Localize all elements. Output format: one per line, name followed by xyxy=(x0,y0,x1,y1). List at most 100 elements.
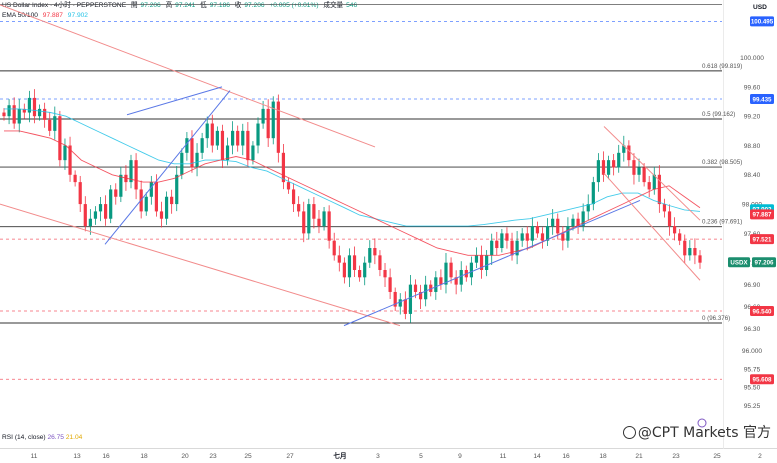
candle-body[interactable] xyxy=(612,160,616,168)
candle-body[interactable] xyxy=(205,123,209,139)
candle-body[interactable] xyxy=(474,255,479,263)
uptrend-line[interactable] xyxy=(343,199,641,327)
rsi-legend[interactable]: RSI (14, close) 26.75 21.04 xyxy=(2,434,82,441)
candle-body[interactable] xyxy=(662,204,667,212)
candle-body[interactable] xyxy=(571,218,575,227)
candle-body[interactable] xyxy=(266,108,270,139)
candle-body[interactable] xyxy=(276,101,280,153)
candle-body[interactable] xyxy=(678,233,682,241)
candle-body[interactable] xyxy=(520,233,524,241)
candle-body[interactable] xyxy=(439,277,443,285)
candle-body[interactable] xyxy=(642,167,646,183)
candle-body[interactable] xyxy=(144,196,148,212)
candle-body[interactable] xyxy=(490,240,494,256)
candle-body[interactable] xyxy=(114,189,118,197)
candle-body[interactable] xyxy=(596,160,600,183)
candle-body[interactable] xyxy=(220,130,225,161)
candle-body[interactable] xyxy=(317,218,321,227)
candle-body[interactable] xyxy=(495,240,499,249)
candle-body[interactable] xyxy=(373,248,377,256)
candle-body[interactable] xyxy=(388,277,392,292)
candle-body[interactable] xyxy=(225,145,230,161)
candle-body[interactable] xyxy=(408,284,413,314)
candle-body[interactable] xyxy=(58,116,62,161)
candle-body[interactable] xyxy=(500,233,504,249)
candle-body[interactable] xyxy=(109,189,113,219)
candle-body[interactable] xyxy=(505,233,509,241)
candle-body[interactable] xyxy=(637,167,641,175)
candle-body[interactable] xyxy=(413,284,418,292)
candle-body[interactable] xyxy=(236,130,240,146)
candle-body[interactable] xyxy=(444,262,448,285)
candle-body[interactable] xyxy=(429,284,433,292)
candle-body[interactable] xyxy=(622,145,626,153)
candle-body[interactable] xyxy=(32,97,37,117)
candle-body[interactable] xyxy=(98,204,103,212)
candle-body[interactable] xyxy=(515,240,519,256)
candle-body[interactable] xyxy=(591,182,595,205)
ema100-line[interactable] xyxy=(4,108,701,227)
candle-body[interactable] xyxy=(632,160,636,175)
candle-body[interactable] xyxy=(586,204,590,212)
candle-body[interactable] xyxy=(449,262,453,278)
candle-body[interactable] xyxy=(17,108,21,124)
candle-body[interactable] xyxy=(693,248,697,256)
candle-body[interactable] xyxy=(43,108,47,120)
candle-body[interactable] xyxy=(469,262,473,278)
candle-body[interactable] xyxy=(454,277,458,285)
candle-body[interactable] xyxy=(672,226,677,234)
candle-body[interactable] xyxy=(7,105,11,117)
candle-body[interactable] xyxy=(129,160,133,183)
candle-body[interactable] xyxy=(2,112,6,117)
candle-body[interactable] xyxy=(688,248,692,256)
candle-body[interactable] xyxy=(418,291,423,300)
candle-body[interactable] xyxy=(159,211,164,219)
trend-channel-upper[interactable] xyxy=(0,4,376,148)
candle-body[interactable] xyxy=(647,182,651,190)
candle-body[interactable] xyxy=(393,291,397,307)
candle-body[interactable] xyxy=(312,204,316,219)
candle-body[interactable] xyxy=(378,255,382,270)
candle-body[interactable] xyxy=(175,174,179,205)
candle-body[interactable] xyxy=(327,211,331,241)
candle-body[interactable] xyxy=(358,269,362,278)
rising-channel-lower[interactable] xyxy=(104,90,231,245)
candle-body[interactable] xyxy=(215,130,219,146)
candle-body[interactable] xyxy=(73,174,77,183)
candle-body[interactable] xyxy=(63,145,67,161)
candle-body[interactable] xyxy=(606,160,611,175)
candle-body[interactable] xyxy=(200,138,204,153)
candle-body[interactable] xyxy=(398,299,402,307)
candle-body[interactable] xyxy=(302,211,306,234)
candle-body[interactable] xyxy=(530,226,534,241)
candle-body[interactable] xyxy=(322,211,326,227)
candle-body[interactable] xyxy=(190,138,194,168)
candle-body[interactable] xyxy=(347,255,352,278)
candle-body[interactable] xyxy=(256,123,260,146)
candle-body[interactable] xyxy=(383,269,387,278)
candle-body[interactable] xyxy=(134,160,138,190)
candle-body[interactable] xyxy=(271,101,275,139)
candle-body[interactable] xyxy=(12,105,16,124)
candle-body[interactable] xyxy=(342,262,346,278)
candle-body[interactable] xyxy=(286,182,291,190)
candle-body[interactable] xyxy=(281,152,286,183)
ema50-line[interactable] xyxy=(4,130,701,256)
candle-body[interactable] xyxy=(617,152,621,168)
candle-body[interactable] xyxy=(581,211,585,227)
candle-body[interactable] xyxy=(231,130,235,146)
candle-body[interactable] xyxy=(576,218,580,227)
candle-body[interactable] xyxy=(657,174,661,205)
ema-legend[interactable]: EMA 50/100 97.887 97.902 xyxy=(2,11,91,20)
candle-body[interactable] xyxy=(68,145,72,175)
candle-body[interactable] xyxy=(525,233,529,241)
candle-body[interactable] xyxy=(164,196,169,219)
candle-body[interactable] xyxy=(246,130,250,161)
candle-body[interactable] xyxy=(368,248,372,263)
candle-body[interactable] xyxy=(170,196,174,205)
candle-body[interactable] xyxy=(53,116,57,131)
candle-body[interactable] xyxy=(540,233,545,241)
candle-body[interactable] xyxy=(210,123,214,146)
candle-body[interactable] xyxy=(119,174,123,197)
